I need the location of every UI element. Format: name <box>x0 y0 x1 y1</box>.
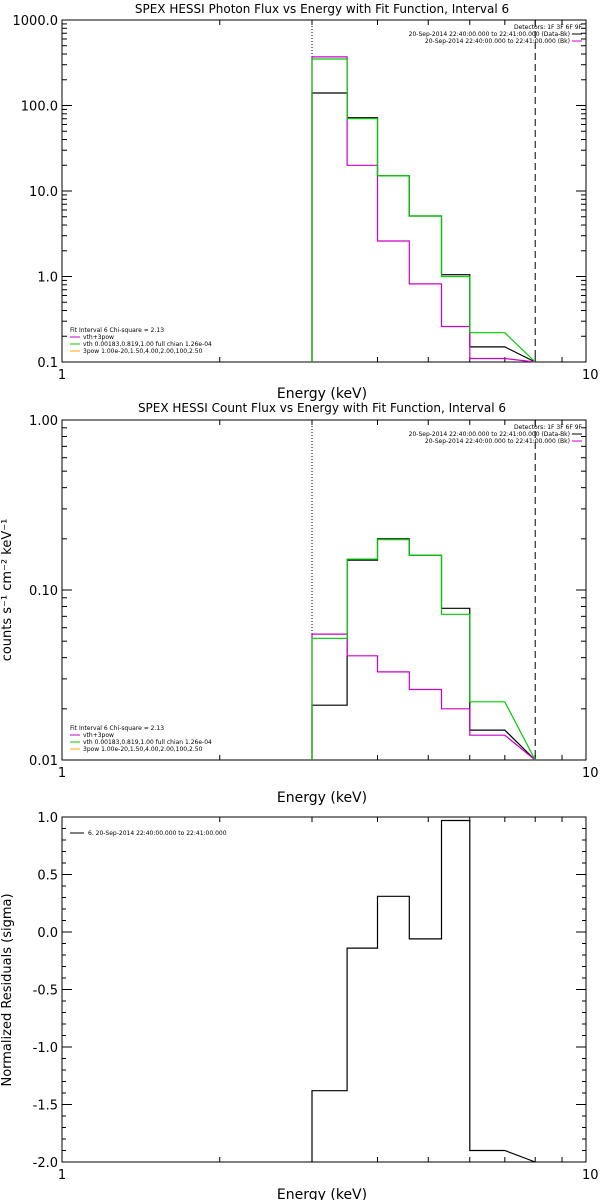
x-tick-label: 10 <box>582 766 599 781</box>
legend-bottomleft-entry: Fit Interval 6 Chi-square = 2.13 <box>70 327 164 334</box>
legend-bottomleft-entry: 3pow 1.00e-20,1.50,4.00,2.00,100,2.50 <box>83 348 203 355</box>
x-tick-label: 1 <box>58 1168 66 1183</box>
y-tick-label: -1.5 <box>33 1099 58 1114</box>
y-tick-label: -1.0 <box>33 1041 58 1056</box>
y-tick-label: 0.1 <box>37 356 58 371</box>
y-tick-label: 0.10 <box>29 584 58 599</box>
count-flux-xlabel: Energy (keV) <box>277 790 367 806</box>
legend-bottomleft-entry: vth 0.00183,0.819,1.00 full chian 1.26e-… <box>83 739 212 746</box>
y-tick-label: 0.0 <box>37 926 58 941</box>
residuals-plot: 1 10 1.0 0.5 0.0 -0.5 -1.0 -1.5 -2.0 6. 20-Sep-20… <box>33 811 599 1183</box>
legend-topright-entry: 20-Sep-2014 22:40:00.000 to 22:41:00.000… <box>425 438 570 445</box>
y-tick-label: 0.5 <box>37 869 58 884</box>
x-tick-label: 1 <box>58 368 66 383</box>
photon-flux-panel: SPEX HESSI Photon Flux vs Energy with Fi… <box>13 2 599 402</box>
legend-topright-entry: Detectors: 1F 3F 6F 9F <box>514 24 583 31</box>
legend-bottomleft-entry: vth+3pow <box>83 732 114 739</box>
y-tick-label: 10.0 <box>29 185 58 200</box>
residuals-ylabel: Normalized Residuals (sigma) <box>0 893 15 1086</box>
series-0-histogram <box>311 819 536 1163</box>
y-tick-label: 1.0 <box>37 271 58 286</box>
series-2-histogram <box>311 58 536 363</box>
x-tick-label: 10 <box>582 368 599 383</box>
residuals-xlabel: Energy (keV) <box>277 1187 367 1200</box>
photon-flux-title: SPEX HESSI Photon Flux vs Energy with Fi… <box>135 2 509 16</box>
legend-bottomleft-entry: Fit Interval 6 Chi-square = 2.13 <box>70 725 164 732</box>
y-tick-label: 100.0 <box>21 100 58 115</box>
y-tick-label: 1.00 <box>29 414 58 429</box>
photon-flux-xlabel: Energy (keV) <box>277 386 367 402</box>
y-tick-label: 1.0 <box>37 811 58 826</box>
legend-bottomleft-entry: vth 0.00183,0.819,1.00 full chian 1.26e-… <box>83 341 212 348</box>
y-tick-label: -2.0 <box>33 1156 58 1171</box>
count-flux-title: SPEX HESSI Count Flux vs Energy with Fit… <box>138 401 506 415</box>
count-flux-ylabel: counts s⁻¹ cm⁻² keV⁻¹ <box>0 519 15 662</box>
legend-topright-entry: 20-Sep-2014 22:40:00.000 to 22:41:00.000… <box>425 38 570 45</box>
legend-topright-entry: 20-Sep-2014 22:40:00.000 to 22:41:00.000… <box>409 31 570 38</box>
legend-topright-entry: Detectors: 1F 3F 6F 9F <box>514 424 583 431</box>
x-tick-label: 1 <box>58 766 66 781</box>
legend-bottomleft-entry: 3pow 1.00e-20,1.50,4.00,2.00,100,2.50 <box>83 746 203 753</box>
series-2-histogram <box>311 539 536 761</box>
photon-flux-plot: 1 10 1000.0 100.0 10.0 1.0 0.1 Detectors: 1F 3F… <box>13 14 599 383</box>
legend-topleft-entry: 6. 20-Sep-2014 22:40:00.000 to 22:41:00.… <box>88 830 227 837</box>
legend-bottomleft-entry: vth+3pow <box>83 334 114 341</box>
y-tick-label: -0.5 <box>33 984 58 999</box>
count-flux-panel: SPEX HESSI Count Flux vs Energy with Fit… <box>0 401 599 806</box>
legend-topright-entry: 20-Sep-2014 22:40:00.000 to 22:41:00.000… <box>409 431 570 438</box>
x-tick-label: 10 <box>582 1168 599 1183</box>
residuals-panel: Energy (keV) Normalized Residuals (sigma… <box>0 811 599 1200</box>
y-tick-label: 1000.0 <box>13 14 59 29</box>
y-tick-label: 0.01 <box>29 754 58 769</box>
